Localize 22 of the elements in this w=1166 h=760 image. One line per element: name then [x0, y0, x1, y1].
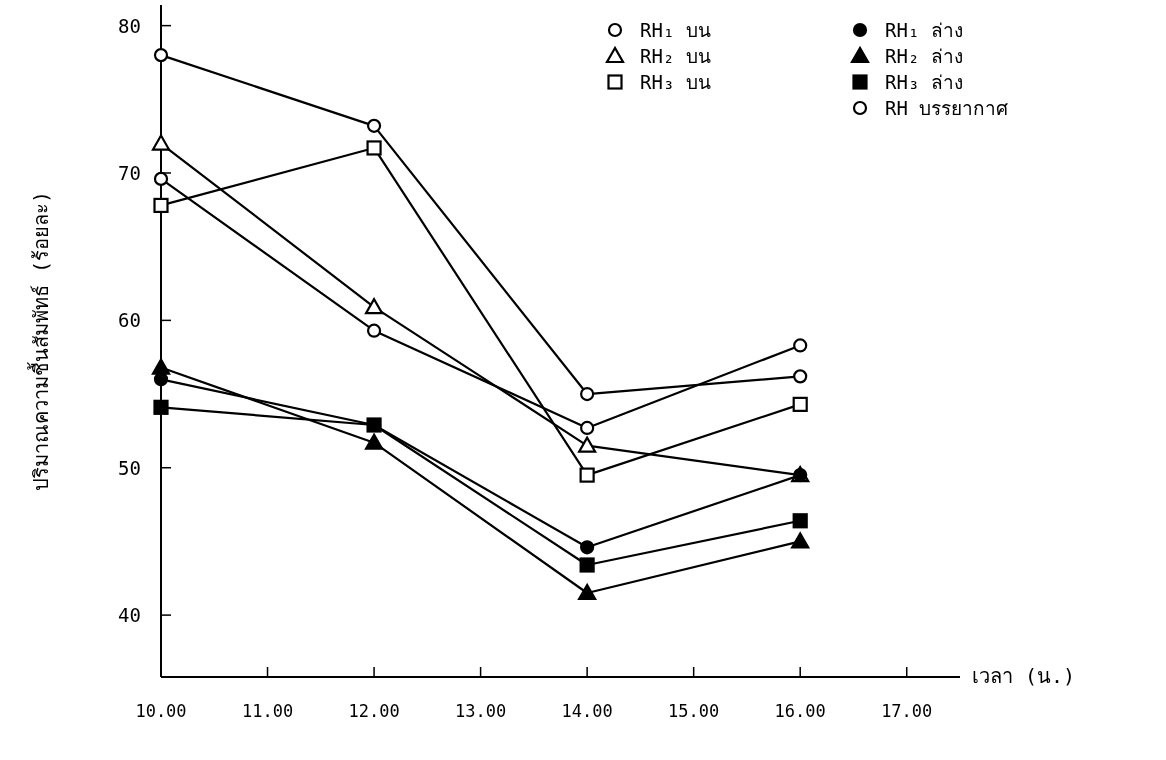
y-tick-label: 50 [118, 456, 141, 479]
legend-label: RH₂ บน [640, 45, 711, 67]
x-tick-label: 11.00 [241, 701, 294, 721]
x-tick-label: 10.00 [135, 701, 187, 721]
legend-label: RH₂ ล่าง [885, 45, 963, 67]
y-tick-label: 80 [118, 14, 141, 37]
x-tick-label: 16.00 [774, 701, 826, 721]
x-tick-label: 15.00 [668, 701, 720, 721]
x-axis-title: เวลา (น.) [972, 664, 1076, 688]
x-tick-label: 12.00 [348, 701, 400, 721]
x-tick-label: 13.00 [455, 701, 507, 721]
y-tick-label: 40 [118, 604, 141, 627]
x-tick-label: 17.00 [881, 701, 933, 721]
y-axis-title: ปริมาณความชื้นสัมพัทธ์ (ร้อยละ) [27, 190, 53, 492]
legend-label: RH₃ บน [640, 71, 711, 93]
legend-label: RH₁ บน [640, 19, 711, 41]
y-tick-label: 60 [118, 309, 141, 332]
legend-label: RH₃ ล่าง [885, 71, 963, 93]
legend-label: RH₁ ล่าง [885, 19, 963, 41]
x-tick-label: 14.00 [561, 701, 613, 721]
legend-label: RH บรรยากาศ [885, 97, 1009, 119]
y-tick-label: 70 [118, 162, 141, 184]
